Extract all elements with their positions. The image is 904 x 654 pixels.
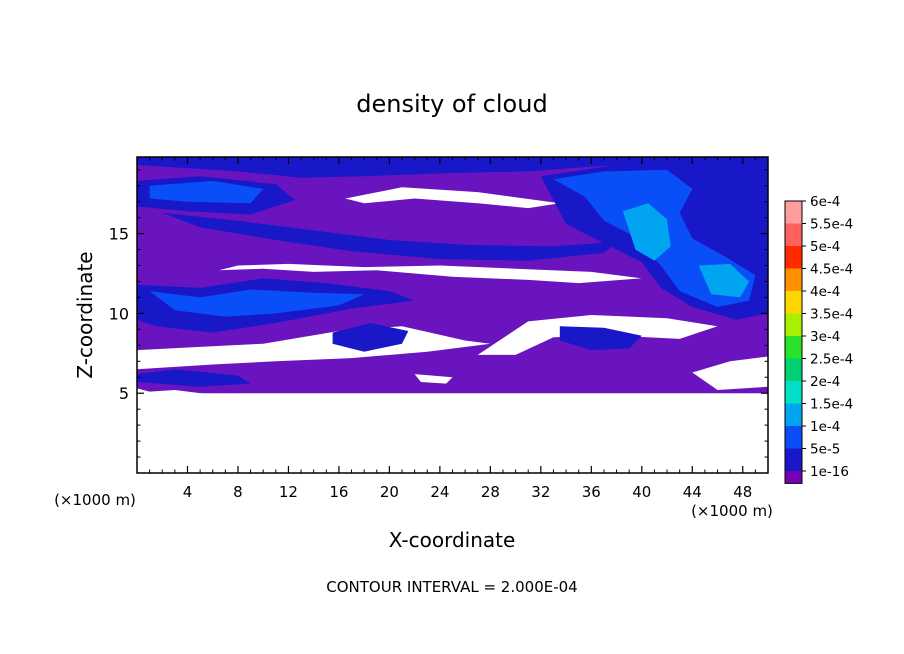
colorbar-swatch — [785, 358, 802, 381]
region-low-value-blob-2 — [559, 326, 642, 351]
colorbar-label: 4.5e-4 — [810, 262, 853, 278]
colorbar-swatch — [785, 426, 802, 449]
colorbar-swatch — [785, 268, 802, 291]
colorbar: 6e-4 5.5e-4 5e-4 4.5e-4 4e-4 3.5e-4 3e-4 2.5e-4… — [784, 194, 853, 484]
colorbar-swatch — [785, 471, 802, 484]
colorbar-label: 2.5e-4 — [810, 352, 853, 368]
y-axis-label: Z-coordinate — [73, 251, 97, 378]
colorbar-swatch — [785, 313, 802, 336]
colorbar-label: 6e-4 — [810, 194, 840, 210]
x-tick-label: 8 — [233, 483, 243, 501]
colorbar-label: 5e-4 — [810, 239, 840, 255]
region-clear-gap-2 — [219, 263, 642, 284]
x-axis-ticks: 4 8 12 16 20 24 28 32 36 40 44 48 — [149, 157, 756, 501]
colorbar-swatch — [785, 381, 802, 404]
region-high-value-core — [622, 203, 671, 261]
colorbar-frame — [784, 200, 803, 484]
x-unit-label-right: (×1000 m) — [691, 502, 773, 520]
colorbar-label: 2e-4 — [810, 374, 840, 390]
x-tick-label: 24 — [430, 483, 449, 501]
region-clear-gap-6 — [414, 374, 453, 384]
colorbar-label: 3e-4 — [810, 329, 840, 345]
x-tick-label: 48 — [733, 483, 752, 501]
x-tick-label: 32 — [531, 483, 550, 501]
region-low-value-blob-1 — [332, 323, 409, 352]
y-axis-ticks: 5 10 15 — [109, 169, 768, 458]
region-mid-value-top — [149, 180, 264, 204]
contour-field — [137, 157, 768, 473]
region-low-value-blob-3 — [137, 369, 251, 387]
colorbar-label: 1e-4 — [810, 419, 840, 435]
x-tick-label: 16 — [329, 483, 348, 501]
region-high-value-core-2 — [698, 263, 750, 298]
colorbar-swatch — [785, 201, 802, 224]
colorbar-swatch — [785, 223, 802, 246]
x-tick-label: 4 — [183, 483, 193, 501]
x-axis-label: X-coordinate — [389, 528, 516, 552]
colorbar-label: 1e-16 — [810, 464, 849, 480]
colorbar-swatch — [785, 336, 802, 359]
region-low-value-top — [137, 157, 768, 178]
x-unit-label-left: (×1000 m) — [54, 491, 136, 509]
colorbar-label: 4e-4 — [810, 284, 840, 300]
region-clear-gap-1 — [345, 187, 560, 209]
colorbar-label: 3.5e-4 — [810, 307, 853, 323]
colorbar-swatch — [785, 246, 802, 269]
colorbar-label: 5e-5 — [810, 442, 840, 458]
colorbar-swatch — [785, 448, 802, 471]
x-tick-label: 12 — [279, 483, 298, 501]
y-tick-label: 5 — [119, 384, 129, 403]
colorbar-swatch — [785, 291, 802, 314]
region-low-value-mid-band — [162, 212, 617, 261]
region-clear-gap-5 — [692, 356, 768, 390]
x-tick-label: 36 — [582, 483, 601, 501]
colorbar-label: 5.5e-4 — [810, 217, 853, 233]
x-tick-label: 44 — [683, 483, 702, 501]
x-tick-label: 20 — [380, 483, 399, 501]
y-tick-label: 15 — [109, 225, 129, 244]
region-mid-value-left — [149, 289, 365, 317]
x-tick-label: 28 — [481, 483, 500, 501]
region-clear-gap-bottom — [137, 388, 768, 473]
chart-title: density of cloud — [356, 90, 547, 118]
colorbar-swatch — [785, 403, 802, 426]
x-tick-label: 40 — [632, 483, 651, 501]
contour-interval-footer: CONTOUR INTERVAL = 2.000E-04 — [326, 578, 577, 596]
y-tick-label: 10 — [109, 304, 129, 323]
colorbar-label: 1.5e-4 — [810, 397, 853, 413]
